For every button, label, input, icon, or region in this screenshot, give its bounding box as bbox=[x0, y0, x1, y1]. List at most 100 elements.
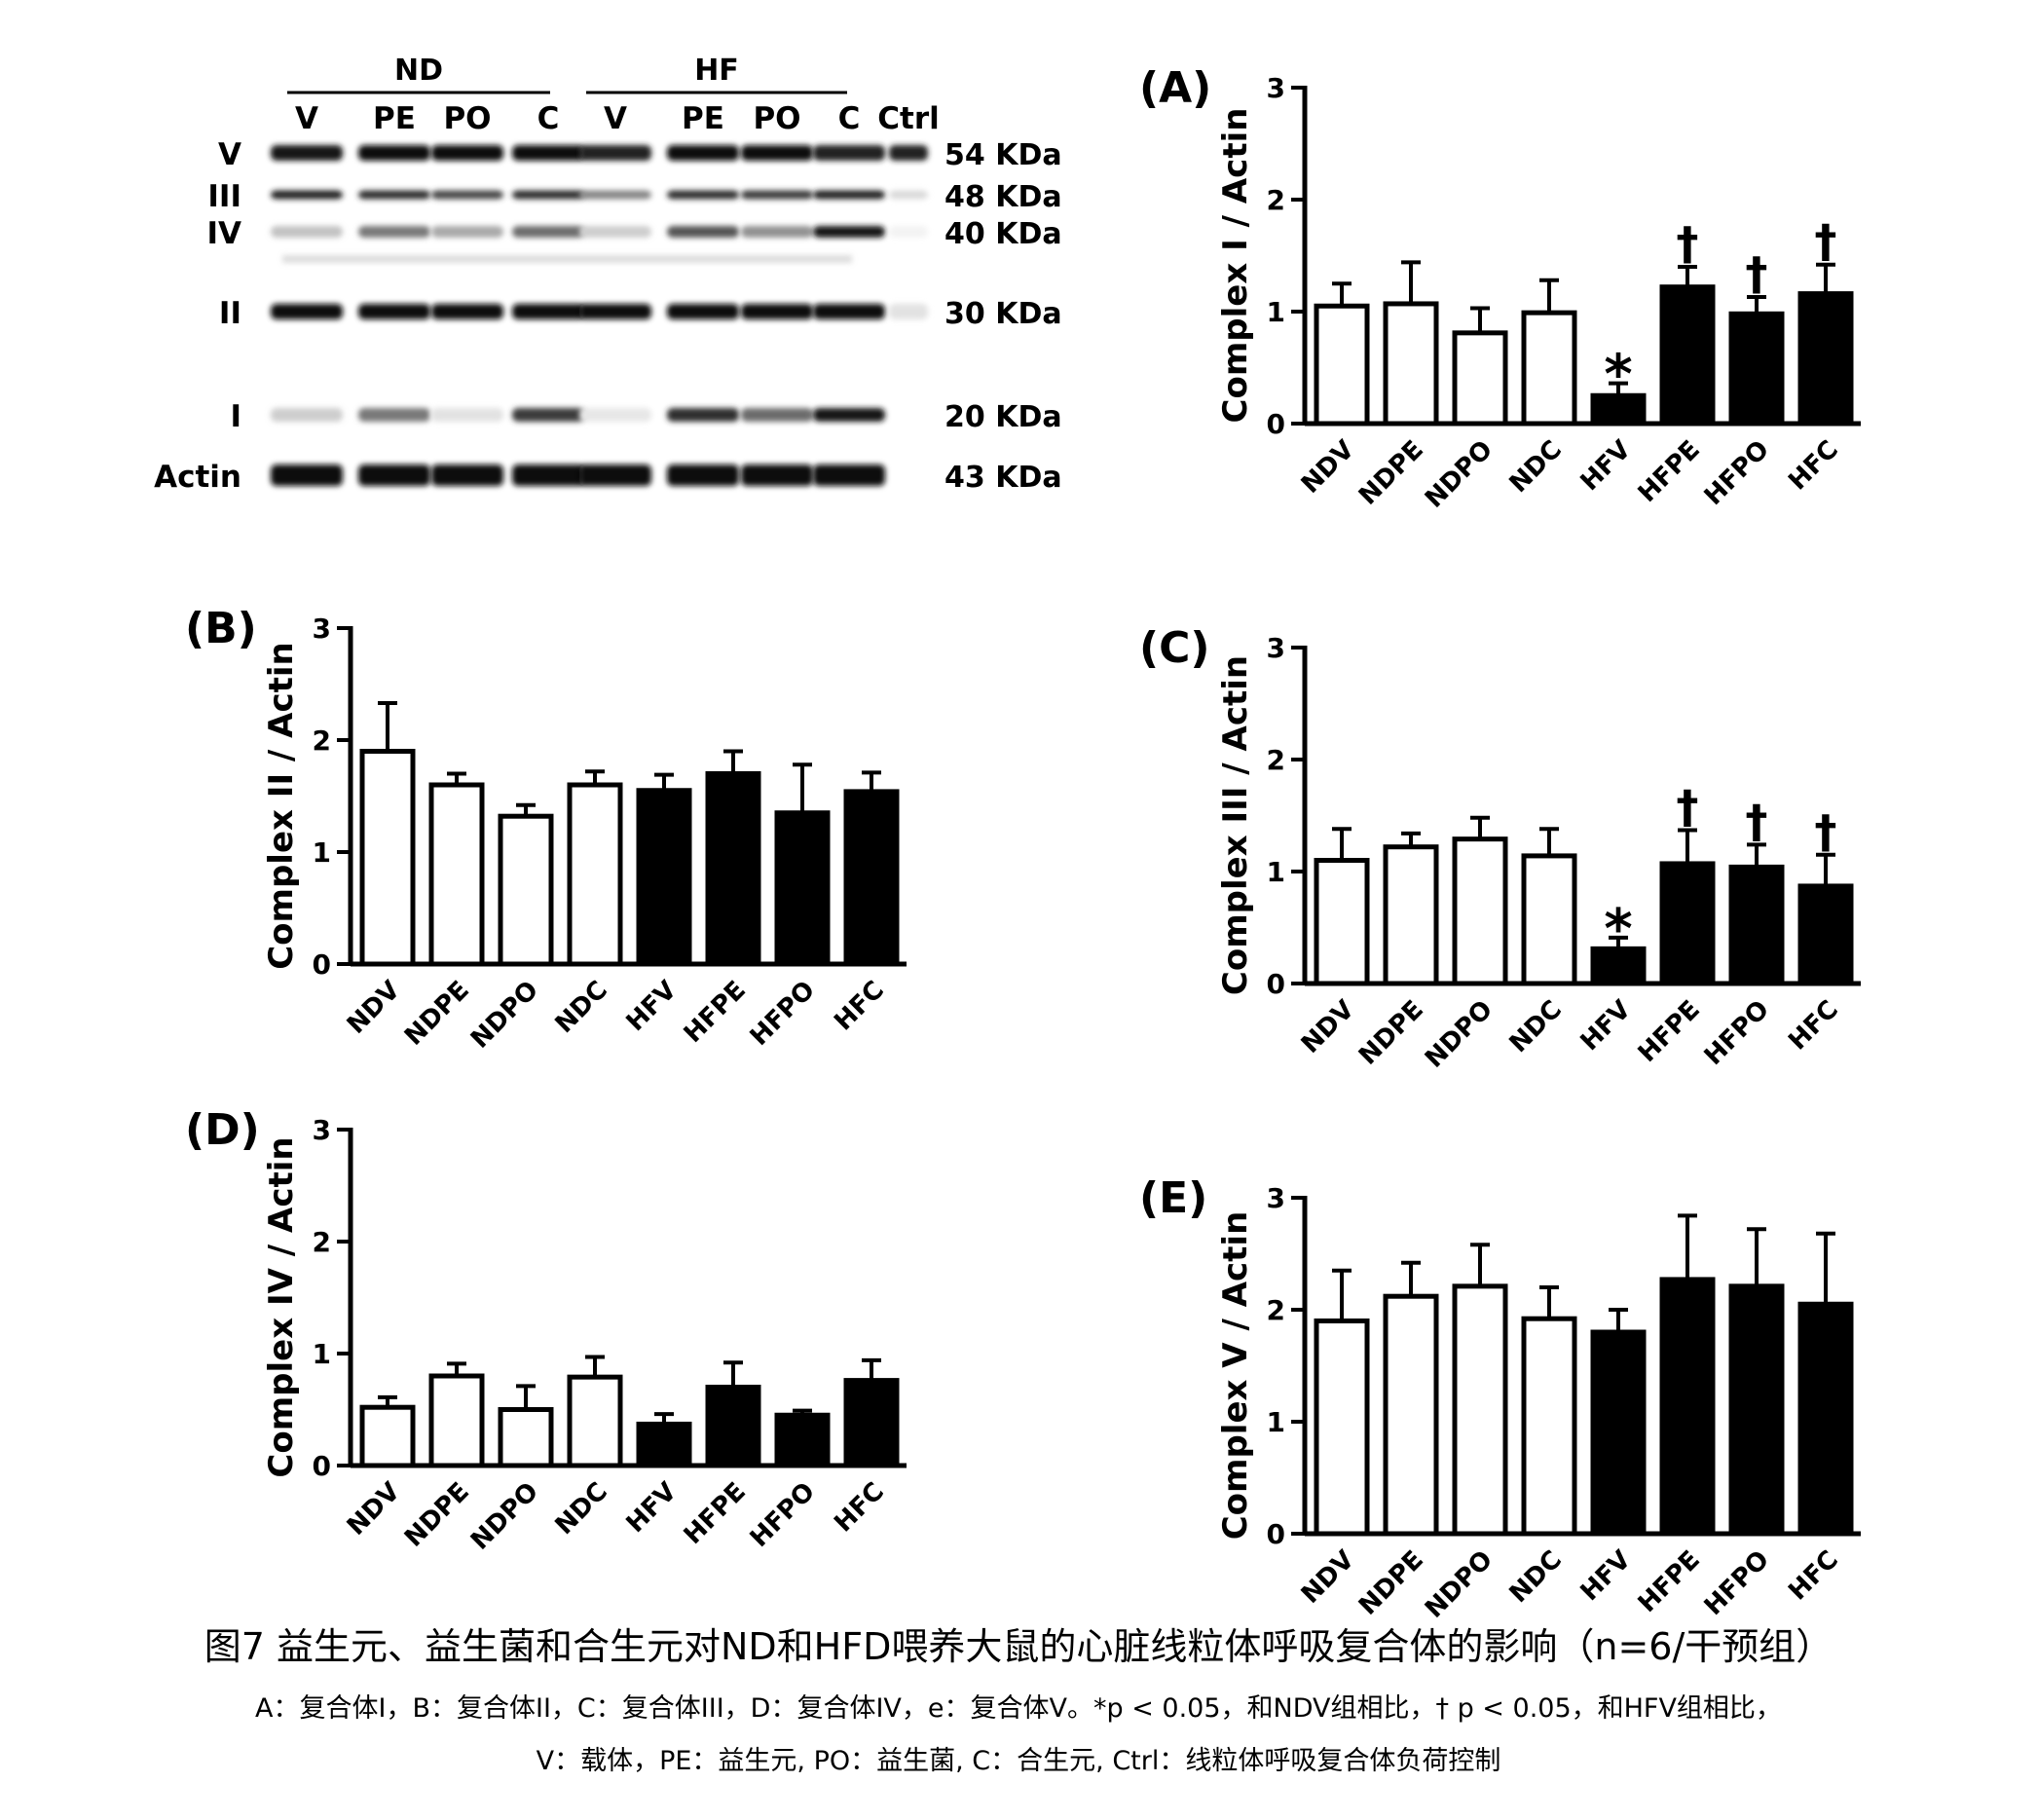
x-tick-label: HFPE bbox=[679, 1477, 752, 1550]
lane-label: PE bbox=[373, 101, 416, 136]
x-tick-label: HFPO bbox=[1699, 995, 1775, 1071]
x-tick-label: NDV bbox=[1296, 995, 1360, 1059]
bar bbox=[359, 1404, 416, 1468]
blot-band bbox=[358, 464, 430, 486]
band-size-label: 30 KDa bbox=[944, 297, 1062, 331]
band-size-label: 43 KDa bbox=[944, 461, 1062, 495]
blot-smear bbox=[282, 255, 852, 263]
lane-label: Ctrl bbox=[877, 101, 939, 136]
x-tick-label: NDC bbox=[1504, 1545, 1568, 1609]
blot-band bbox=[579, 408, 651, 422]
group-label: ND bbox=[394, 54, 443, 88]
y-tick-label: 0 bbox=[1267, 1518, 1285, 1550]
blot-band bbox=[512, 408, 584, 422]
x-tick-label: NDC bbox=[1504, 435, 1568, 499]
blot-band bbox=[889, 304, 928, 319]
blot-band bbox=[358, 304, 430, 319]
x-tick-label: NDPE bbox=[399, 1477, 475, 1553]
figure-caption-line1: A：复合体I，B：复合体II，C：复合体III，D：复合体IV，e：复合体V。*… bbox=[255, 1693, 1782, 1724]
group-label: HF bbox=[694, 54, 739, 88]
blot-band bbox=[512, 145, 584, 161]
bar bbox=[1728, 864, 1785, 986]
x-tick-label: HFPO bbox=[1699, 1545, 1775, 1621]
blot-band bbox=[271, 226, 343, 238]
blot-band bbox=[813, 190, 885, 200]
x-tick-label: NDPE bbox=[1353, 435, 1429, 511]
blot-band bbox=[579, 304, 651, 319]
x-tick-label: NDPE bbox=[399, 976, 475, 1052]
blot-band bbox=[667, 304, 739, 319]
bar bbox=[498, 1407, 554, 1468]
x-tick-label: HFPE bbox=[679, 976, 752, 1049]
blot-band bbox=[667, 190, 739, 200]
bar bbox=[567, 1374, 623, 1468]
x-tick-label: NDPE bbox=[1353, 995, 1429, 1071]
band-label: Actin bbox=[154, 460, 241, 495]
x-tick-label: HFC bbox=[1783, 995, 1844, 1057]
lane-label: C bbox=[838, 101, 861, 136]
lane-label: PO bbox=[443, 101, 491, 136]
band-size-label: 20 KDa bbox=[944, 400, 1062, 434]
blot-band bbox=[271, 408, 343, 422]
bar bbox=[1314, 1319, 1370, 1537]
bar bbox=[1521, 1316, 1577, 1537]
x-tick-label: NDV bbox=[342, 1477, 406, 1541]
x-tick-label: NDV bbox=[1296, 1545, 1360, 1610]
bar bbox=[1590, 946, 1647, 986]
bar bbox=[1728, 1283, 1785, 1537]
blot-band bbox=[512, 304, 584, 319]
x-tick-label: NDV bbox=[342, 976, 406, 1040]
y-tick-label: 2 bbox=[1267, 1294, 1285, 1326]
blot-band bbox=[813, 304, 885, 319]
bar bbox=[843, 1378, 900, 1468]
bar bbox=[705, 1385, 761, 1468]
blot-band bbox=[579, 190, 651, 200]
y-tick-label: 3 bbox=[1267, 632, 1285, 664]
y-tick-label: 0 bbox=[1267, 968, 1285, 1000]
bar bbox=[705, 771, 761, 967]
band-label: II bbox=[219, 296, 241, 331]
x-tick-label: HFV bbox=[621, 976, 683, 1037]
blot-band bbox=[358, 145, 430, 161]
blot-band bbox=[741, 304, 813, 319]
bar bbox=[1797, 291, 1854, 427]
blot-band bbox=[741, 226, 813, 238]
blot-band bbox=[667, 145, 739, 161]
bar bbox=[1659, 1277, 1716, 1537]
x-tick-label: HFV bbox=[1575, 435, 1637, 497]
bar bbox=[1314, 858, 1370, 986]
band-size-label: 40 KDa bbox=[944, 217, 1062, 251]
blot-band bbox=[579, 226, 651, 238]
y-tick-label: 1 bbox=[1267, 856, 1285, 888]
y-tick-label: 2 bbox=[313, 1226, 331, 1258]
blot-band bbox=[512, 464, 584, 486]
bar bbox=[636, 1421, 692, 1468]
bar bbox=[567, 782, 623, 967]
blot-band bbox=[512, 190, 584, 200]
bar bbox=[1452, 836, 1508, 986]
bar bbox=[1590, 1329, 1647, 1537]
y-tick-label: 1 bbox=[1267, 296, 1285, 328]
y-axis-label: Complex III / Actin bbox=[1216, 655, 1255, 995]
blot-band bbox=[667, 226, 739, 238]
x-tick-label: HFPO bbox=[745, 976, 821, 1052]
bar bbox=[1452, 1283, 1508, 1537]
bar bbox=[1383, 844, 1439, 986]
y-tick-label: 3 bbox=[1267, 1182, 1285, 1214]
bar bbox=[774, 1412, 831, 1468]
blot-band bbox=[813, 145, 885, 161]
significance-mark: † bbox=[1677, 217, 1699, 270]
x-tick-label: HFPE bbox=[1633, 995, 1706, 1068]
x-tick-label: HFC bbox=[829, 976, 890, 1037]
blot-band bbox=[741, 190, 813, 200]
x-tick-label: NDPO bbox=[1420, 1545, 1499, 1624]
blot-band bbox=[579, 145, 651, 161]
bar bbox=[1314, 303, 1370, 427]
blot-band bbox=[889, 226, 928, 238]
x-tick-label: NDV bbox=[1296, 435, 1360, 500]
x-tick-label: HFPO bbox=[1699, 435, 1775, 511]
y-tick-label: 1 bbox=[1267, 1406, 1285, 1438]
y-tick-label: 1 bbox=[313, 1338, 331, 1370]
significance-mark: † bbox=[1677, 780, 1699, 833]
